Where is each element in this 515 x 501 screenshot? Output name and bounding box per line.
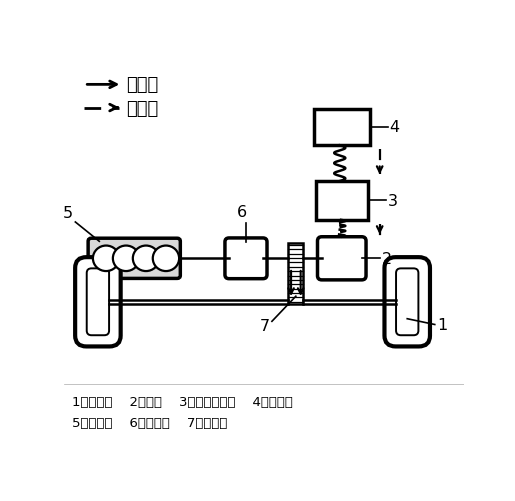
FancyBboxPatch shape [87,269,109,336]
Circle shape [93,246,119,272]
Text: 7: 7 [260,318,270,333]
Text: 6: 6 [237,204,247,219]
Circle shape [153,246,179,272]
Bar [288,243,303,304]
Bar [316,182,368,220]
Bar [314,109,370,146]
Text: 3: 3 [388,193,398,208]
Text: 1、驱动轮    2、电机    3、功率转换器    4、蔄电池: 1、驱动轮 2、电机 3、功率转换器 4、蔄电池 [72,395,293,408]
Text: 电力流: 电力流 [126,76,159,94]
Text: 5: 5 [63,205,73,220]
FancyBboxPatch shape [75,258,121,347]
Circle shape [133,246,159,272]
Text: 1: 1 [437,317,447,332]
Text: 功率流: 功率流 [126,99,159,117]
FancyBboxPatch shape [396,269,418,336]
FancyBboxPatch shape [88,239,180,279]
FancyBboxPatch shape [225,238,267,279]
Text: 4: 4 [390,120,400,135]
FancyBboxPatch shape [385,258,430,347]
FancyBboxPatch shape [318,237,366,281]
Text: 5、发动机    6、变速器    7、减速器: 5、发动机 6、变速器 7、减速器 [72,416,228,429]
Circle shape [113,246,139,272]
Text: 2: 2 [382,252,392,266]
